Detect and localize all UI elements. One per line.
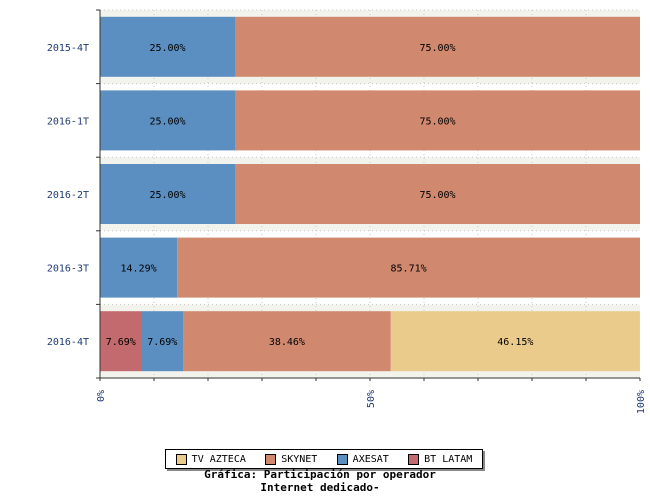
- data-label-bt-latam: 7.69%: [106, 337, 136, 348]
- legend-item-bt-latam: BT LATAM: [408, 453, 473, 465]
- legend-item-tv-azteca: TV AZTECA: [175, 453, 246, 465]
- legend-swatch-skynet: [265, 453, 277, 465]
- legend-swatch-axesat: [336, 453, 348, 465]
- bar-skynet: [235, 90, 640, 151]
- bar-axesat: [100, 16, 235, 77]
- bar-skynet: [177, 237, 640, 298]
- data-label-axesat: 25.00%: [149, 116, 185, 127]
- legend-label-bt-latam: BT LATAM: [424, 453, 473, 465]
- data-label-axesat: 25.00%: [149, 43, 185, 54]
- bar-axesat: [141, 311, 184, 372]
- chart-caption-line-2: Internet dedicado-: [260, 481, 380, 494]
- legend-swatch-bt-latam: [408, 453, 420, 465]
- bar-axesat: [100, 164, 235, 224]
- data-label-axesat: 14.29%: [121, 264, 157, 275]
- legend-item-skynet: SKYNET: [265, 453, 318, 465]
- legend-label-axesat: AXESAT: [352, 453, 389, 465]
- legend-label-skynet: SKYNET: [281, 453, 318, 465]
- data-label-tv-azteca: 46.15%: [497, 337, 533, 348]
- y-tick-label: 2016-3T: [47, 264, 89, 275]
- bar-skynet: [235, 16, 640, 77]
- x-tick-label: 0%: [96, 390, 107, 402]
- legend-swatch-tv-azteca: [175, 453, 187, 465]
- y-tick-label: 2015-4T: [47, 43, 89, 54]
- data-label-skynet: 85.71%: [391, 264, 427, 275]
- chart-legend: TV AZTECA SKYNET AXESAT BT LATAM: [165, 449, 483, 469]
- bar-tv-azteca: [390, 311, 640, 372]
- data-label-axesat: 7.69%: [147, 337, 177, 348]
- bar-bt-latam: [100, 311, 142, 372]
- legend-label-tv-azteca: TV AZTECA: [191, 453, 246, 465]
- bar-axesat: [100, 90, 235, 151]
- bar-axesat: [100, 237, 178, 298]
- chart-caption-line-1: Gráfica: Participación por operador: [204, 468, 436, 481]
- x-tick-label: 100%: [636, 390, 647, 414]
- bar-skynet: [183, 311, 391, 372]
- legend-item-axesat: AXESAT: [336, 453, 389, 465]
- data-label-skynet: 38.46%: [269, 337, 305, 348]
- data-label-skynet: 75.00%: [419, 116, 455, 127]
- data-label-skynet: 75.00%: [419, 43, 455, 54]
- bar-skynet: [235, 164, 640, 224]
- data-label-axesat: 25.00%: [149, 190, 185, 201]
- data-label-skynet: 75.00%: [419, 190, 455, 201]
- y-tick-label: 2016-1T: [47, 116, 89, 127]
- x-tick-label: 50%: [366, 390, 377, 408]
- y-tick-label: 2016-4T: [47, 337, 89, 348]
- y-tick-label: 2016-2T: [47, 190, 89, 201]
